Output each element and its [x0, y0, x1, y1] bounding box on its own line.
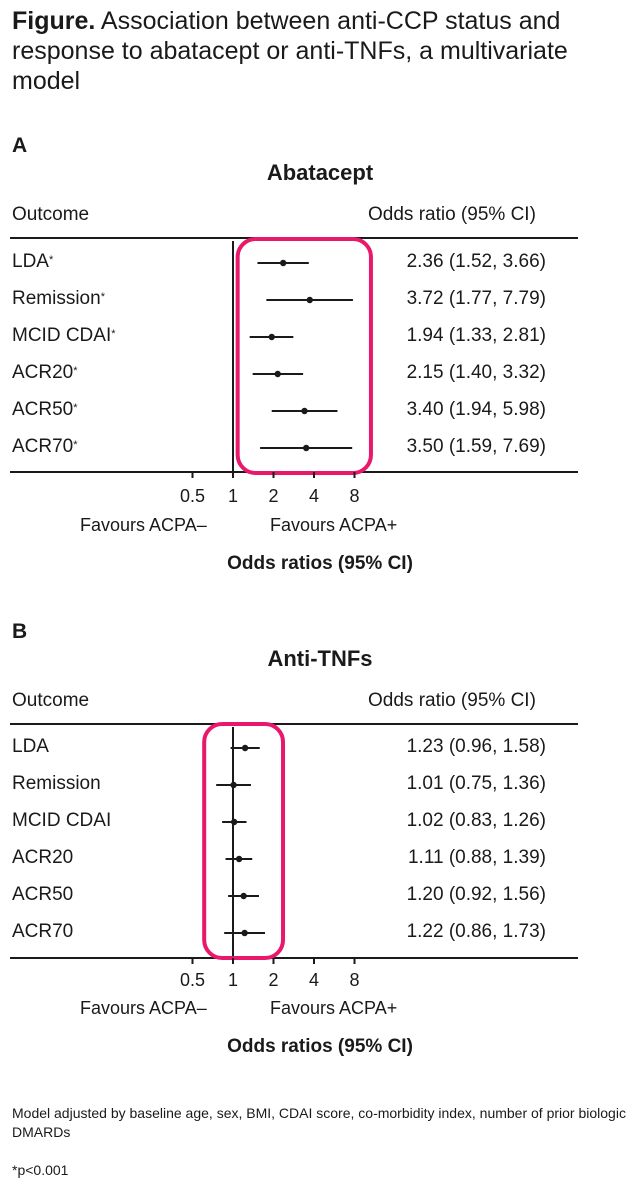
significance-marker: * — [111, 328, 116, 340]
outcome-label: Remission — [12, 773, 101, 795]
figure-label: Figure. — [12, 7, 96, 35]
outcome-name: MCID CDAI — [12, 810, 112, 831]
highlight-box — [235, 237, 373, 475]
odds-ratio-value: 3.50 (1.59, 7.69) — [406, 436, 546, 457]
x-axis-title: Odds ratios (95% CI) — [227, 1036, 413, 1057]
significance-marker: * — [73, 402, 78, 414]
odds-ratio-value: 1.23 (0.96, 1.58) — [406, 736, 546, 757]
favours-right-label: Favours ACPA+ — [270, 515, 398, 535]
significance-marker: * — [73, 439, 78, 451]
outcome-name: ACR50 — [12, 399, 74, 420]
outcome-name: LDA — [12, 736, 49, 757]
odds-ratio-point — [301, 407, 308, 415]
highlight-box — [202, 722, 286, 960]
header-rule — [10, 723, 578, 725]
outcome-name: ACR50 — [12, 884, 74, 905]
outcome-label: LDA* — [12, 251, 53, 273]
tick-label: 0.5 — [179, 970, 206, 990]
outcome-name: ACR70 — [12, 921, 74, 942]
tick-label: 4 — [308, 486, 320, 506]
odds-ratio-point — [235, 855, 243, 863]
favours-left-label: Favours ACPA– — [80, 515, 207, 535]
odds-ratio-point — [241, 744, 249, 752]
outcome-header: Outcome — [12, 204, 90, 225]
outcome-label: ACR70* — [12, 436, 78, 458]
panel-title: Abatacept — [266, 160, 374, 185]
outcome-header: Outcome — [12, 690, 90, 711]
outcome-label: MCID CDAI — [12, 810, 111, 832]
tick-label: 2 — [268, 486, 279, 506]
odds-ratio-value: 1.94 (1.33, 2.81) — [406, 325, 546, 346]
tick-label: 4 — [308, 970, 320, 990]
outcome-label: ACR70 — [12, 921, 73, 943]
odds-ratio-header: Odds ratio (95% CI) — [368, 204, 536, 225]
panel-letter: B — [12, 620, 28, 643]
outcome-name: Remission — [12, 288, 101, 309]
odds-ratio-value: 1.20 (0.92, 1.56) — [406, 884, 546, 905]
odds-ratio-point — [230, 818, 238, 826]
outcome-label: MCID CDAI* — [12, 325, 116, 347]
outcome-label: LDA — [12, 736, 49, 758]
tick-label: 1 — [227, 486, 239, 506]
tick-label: 8 — [349, 970, 360, 990]
odds-ratio-value: 1.02 (0.83, 1.26) — [406, 810, 546, 831]
odds-ratio-point — [241, 929, 248, 937]
odds-ratio-value: 2.15 (1.40, 3.32) — [406, 362, 546, 383]
outcome-name: ACR20 — [12, 362, 74, 383]
x-axis-title: Odds ratios (95% CI) — [227, 553, 413, 574]
figure-caption-text: Association between anti-CCP status and … — [12, 7, 568, 95]
outcome-name: Remission — [12, 773, 101, 794]
odds-ratio-value: 3.72 (1.77, 7.79) — [406, 288, 546, 309]
outcome-name: ACR70 — [12, 436, 74, 457]
outcome-label: ACR50 — [12, 884, 73, 906]
outcome-name: MCID CDAI — [12, 325, 112, 346]
significance-marker: * — [100, 291, 105, 303]
outcome-name: ACR20 — [12, 847, 74, 868]
odds-ratio-value: 1.22 (0.86, 1.73) — [406, 921, 546, 942]
tick-label: 0.5 — [179, 486, 206, 506]
odds-ratio-point — [302, 444, 310, 452]
favours-left-label: Favours ACPA– — [80, 998, 207, 1018]
figure-caption: Figure. Association between anti-CCP sta… — [12, 6, 628, 96]
tick-label: 2 — [268, 970, 279, 990]
favours-right-label: Favours ACPA+ — [270, 998, 398, 1018]
significance-marker: * — [48, 254, 54, 266]
odds-ratio-point — [230, 781, 237, 789]
outcome-label: ACR20 — [12, 847, 73, 869]
panel-letter: A — [12, 134, 28, 157]
odds-ratio-point — [274, 370, 281, 378]
odds-ratio-value: 1.11 (0.88, 1.39) — [407, 847, 546, 868]
odds-ratio-value: 2.36 (1.52, 3.66) — [406, 251, 546, 272]
outcome-name: LDA — [12, 251, 49, 272]
outcome-label: ACR50* — [12, 399, 78, 421]
outcome-label: Remission* — [12, 288, 105, 310]
significance-footnote: *p<0.001 — [12, 1162, 69, 1178]
panel-title: Anti-TNFs — [267, 646, 373, 671]
odds-ratio-point — [240, 892, 247, 900]
model-footnote: Model adjusted by baseline age, sex, BMI… — [12, 1105, 626, 1140]
outcome-label: ACR20* — [12, 362, 78, 384]
tick-label: 1 — [227, 970, 239, 990]
significance-marker: * — [73, 365, 78, 377]
odds-ratio-point — [279, 259, 287, 267]
odds-ratio-point — [268, 333, 275, 341]
odds-ratio-value: 1.01 (0.75, 1.36) — [406, 773, 546, 794]
odds-ratio-header: Odds ratio (95% CI) — [368, 690, 536, 711]
odds-ratio-point — [306, 296, 313, 304]
odds-ratio-value: 3.40 (1.94, 5.98) — [406, 399, 546, 420]
tick-label: 8 — [349, 486, 360, 506]
